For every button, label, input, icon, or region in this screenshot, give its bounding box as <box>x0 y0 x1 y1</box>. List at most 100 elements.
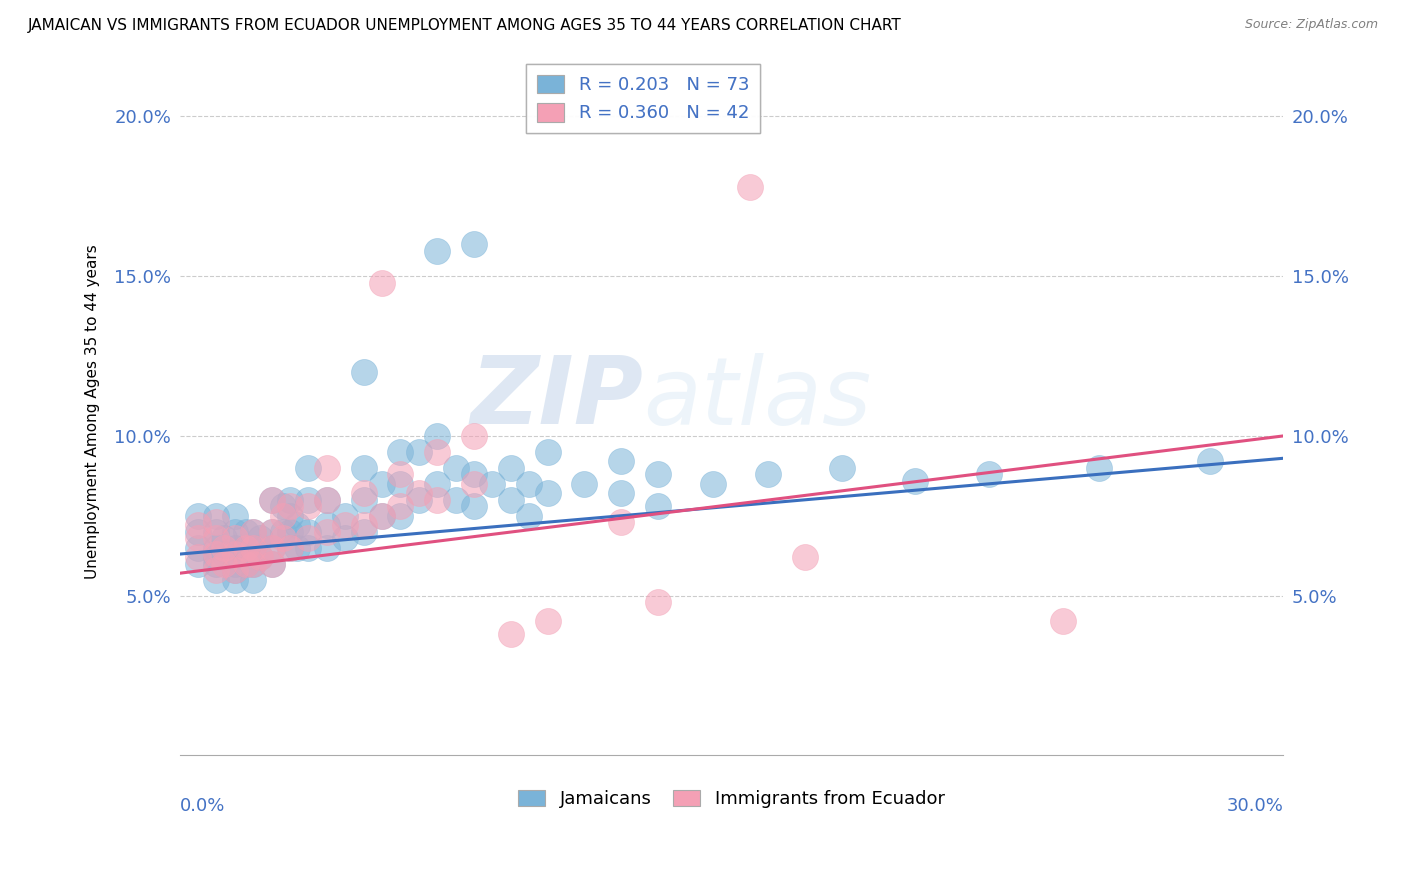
Point <box>187 541 209 555</box>
Point <box>285 541 308 555</box>
Point <box>249 550 271 565</box>
Point <box>315 518 337 533</box>
Point <box>315 492 337 507</box>
Point <box>904 474 927 488</box>
Point <box>224 563 246 577</box>
Point <box>205 531 228 545</box>
Point <box>187 557 209 571</box>
Point <box>212 531 235 545</box>
Point <box>647 467 669 482</box>
Point <box>224 573 246 587</box>
Point <box>260 541 283 555</box>
Point <box>353 460 375 475</box>
Text: JAMAICAN VS IMMIGRANTS FROM ECUADOR UNEMPLOYMENT AMONG AGES 35 TO 44 YEARS CORRE: JAMAICAN VS IMMIGRANTS FROM ECUADOR UNEM… <box>28 18 901 33</box>
Text: Source: ZipAtlas.com: Source: ZipAtlas.com <box>1244 18 1378 31</box>
Point <box>408 486 430 500</box>
Point <box>235 557 257 571</box>
Point <box>1052 614 1074 628</box>
Point <box>610 454 633 468</box>
Point <box>224 557 246 571</box>
Point <box>249 550 271 565</box>
Point <box>187 508 209 523</box>
Point <box>426 445 449 459</box>
Text: 30.0%: 30.0% <box>1226 797 1284 814</box>
Point <box>242 541 264 555</box>
Text: ZIP: ZIP <box>471 352 643 444</box>
Point <box>426 476 449 491</box>
Point <box>278 499 301 513</box>
Point <box>235 557 257 571</box>
Point <box>212 547 235 561</box>
Point <box>371 508 394 523</box>
Point <box>242 541 264 555</box>
Point <box>315 492 337 507</box>
Point <box>205 573 228 587</box>
Point <box>205 508 228 523</box>
Point <box>499 492 522 507</box>
Y-axis label: Unemployment Among Ages 35 to 44 years: Unemployment Among Ages 35 to 44 years <box>86 244 100 579</box>
Point <box>285 518 308 533</box>
Point <box>426 429 449 443</box>
Point <box>333 518 356 533</box>
Point <box>463 467 485 482</box>
Point <box>260 492 283 507</box>
Point <box>271 508 294 523</box>
Point <box>297 492 319 507</box>
Point <box>794 550 817 565</box>
Point <box>463 429 485 443</box>
Point <box>205 550 228 565</box>
Point <box>187 531 209 545</box>
Point <box>536 486 558 500</box>
Point <box>224 547 246 561</box>
Point <box>242 573 264 587</box>
Point <box>235 541 257 555</box>
Point <box>278 492 301 507</box>
Point <box>463 237 485 252</box>
Point <box>187 518 209 533</box>
Point <box>260 524 283 539</box>
Point <box>371 508 394 523</box>
Point <box>536 445 558 459</box>
Point <box>389 467 412 482</box>
Point <box>389 445 412 459</box>
Text: atlas: atlas <box>643 352 872 443</box>
Point <box>1088 460 1111 475</box>
Point <box>517 508 540 523</box>
Point <box>333 508 356 523</box>
Point <box>224 508 246 523</box>
Point <box>242 524 264 539</box>
Point <box>353 365 375 379</box>
Point <box>278 508 301 523</box>
Point <box>224 541 246 555</box>
Text: 0.0%: 0.0% <box>180 797 225 814</box>
Point <box>224 524 246 539</box>
Point <box>205 524 228 539</box>
Point <box>297 541 319 555</box>
Point <box>444 492 467 507</box>
Point <box>463 499 485 513</box>
Point <box>353 486 375 500</box>
Point <box>481 476 503 491</box>
Point <box>271 524 294 539</box>
Point <box>260 492 283 507</box>
Point <box>353 492 375 507</box>
Point <box>249 531 271 545</box>
Point <box>271 531 294 545</box>
Point <box>205 515 228 529</box>
Point <box>426 244 449 258</box>
Point <box>353 518 375 533</box>
Point <box>224 531 246 545</box>
Point <box>278 541 301 555</box>
Point <box>260 557 283 571</box>
Point <box>702 476 724 491</box>
Point <box>517 476 540 491</box>
Point <box>647 499 669 513</box>
Point <box>297 531 319 545</box>
Point <box>738 179 761 194</box>
Point <box>371 476 394 491</box>
Point <box>297 499 319 513</box>
Point <box>242 557 264 571</box>
Point <box>297 524 319 539</box>
Point <box>574 476 596 491</box>
Point <box>426 492 449 507</box>
